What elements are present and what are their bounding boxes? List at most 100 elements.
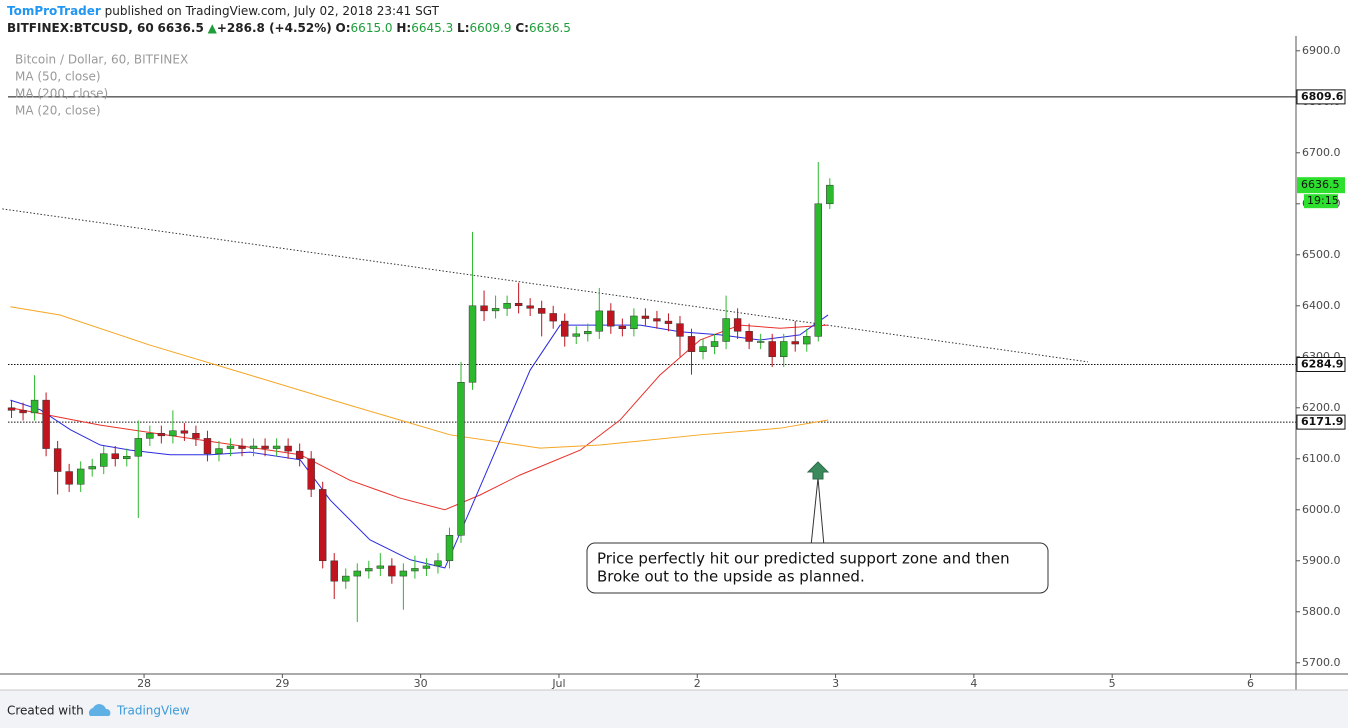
candle-body bbox=[203, 438, 212, 454]
candle-body bbox=[526, 305, 534, 309]
level-label: 6809.6 bbox=[1301, 90, 1344, 103]
candle-body bbox=[215, 448, 223, 454]
y-tick-label: 6000.0 bbox=[1302, 503, 1341, 516]
candle-body bbox=[584, 331, 592, 335]
candle-body bbox=[537, 308, 546, 314]
candle-body bbox=[561, 320, 569, 337]
candle-body bbox=[411, 568, 419, 572]
callout-pointer bbox=[810, 477, 825, 547]
annotation-line: Price perfectly hit our predicted suppor… bbox=[597, 550, 1010, 568]
header: TomProTrader published on TradingView.co… bbox=[7, 3, 571, 37]
candle-body bbox=[445, 535, 454, 562]
y-tick-label: 6500.0 bbox=[1302, 248, 1341, 261]
candle-body bbox=[434, 560, 442, 567]
candle-body bbox=[376, 565, 385, 569]
trendline bbox=[2, 208, 1089, 363]
candle-body bbox=[733, 318, 742, 332]
candle-body bbox=[295, 450, 304, 460]
candle-body bbox=[342, 575, 350, 582]
candle-body bbox=[123, 455, 131, 460]
x-tick-label: 29 bbox=[275, 677, 289, 690]
legend-ma: MA (20, close) bbox=[15, 104, 101, 118]
change: +286.8 (+4.52%) bbox=[216, 21, 332, 35]
candle-body bbox=[307, 458, 315, 490]
callout-joint bbox=[812, 544, 823, 547]
annotation-line: Broke out to the upside as planned. bbox=[597, 568, 865, 586]
x-tick-label: 28 bbox=[137, 677, 151, 690]
x-tick-label: 4 bbox=[970, 677, 977, 690]
author[interactable]: TomProTrader bbox=[7, 4, 101, 18]
candle-body bbox=[618, 325, 627, 329]
candle-body bbox=[503, 302, 511, 309]
candle-body bbox=[226, 445, 235, 449]
candle-body bbox=[676, 323, 684, 337]
candle-body bbox=[814, 203, 822, 337]
h: 6645.3 bbox=[411, 21, 454, 35]
x-tick-label: 5 bbox=[1109, 677, 1116, 690]
candle-body bbox=[699, 346, 707, 352]
candle-body bbox=[100, 453, 108, 467]
o: 6615.0 bbox=[350, 21, 393, 35]
candle-body bbox=[169, 430, 177, 437]
footer-brand[interactable]: TradingView bbox=[116, 704, 190, 718]
plot bbox=[2, 96, 1296, 622]
y-tick-label: 6900.0 bbox=[1302, 44, 1341, 57]
y-tick-label: 5900.0 bbox=[1302, 554, 1341, 567]
candle-body bbox=[653, 318, 661, 322]
y-tick-label: 6100.0 bbox=[1302, 452, 1341, 465]
l: 6609.9 bbox=[469, 21, 512, 35]
candle-body bbox=[826, 184, 834, 205]
axes: 5700.05800.05900.06000.06100.06200.06300… bbox=[137, 44, 1346, 690]
candle-body bbox=[238, 445, 246, 449]
candle-body bbox=[65, 471, 73, 485]
candle-body bbox=[88, 466, 96, 470]
candle-body bbox=[745, 331, 753, 342]
footer-created: Created with bbox=[7, 704, 84, 718]
x-tick-label: Jul bbox=[551, 677, 565, 690]
candle-body bbox=[19, 410, 27, 414]
candle-body bbox=[722, 318, 730, 342]
candle-body bbox=[42, 399, 50, 449]
legend-instrument: Bitcoin / Dollar, 60, BITFINEX bbox=[15, 53, 188, 67]
published: published on TradingView.com, July 02, 2… bbox=[104, 4, 439, 18]
countdown: 19:15 bbox=[1307, 194, 1339, 207]
candle-body bbox=[791, 341, 799, 345]
level-label-box bbox=[1296, 414, 1346, 430]
candle-body bbox=[422, 565, 431, 569]
symbol: BITFINEX:BTCUSD, 60 bbox=[7, 21, 154, 35]
candle-body bbox=[318, 489, 327, 562]
candle-body bbox=[468, 305, 477, 383]
brand-logo bbox=[88, 704, 111, 716]
candle-body bbox=[53, 448, 62, 472]
candle-body bbox=[388, 565, 396, 577]
l-label: L: bbox=[457, 21, 470, 35]
last-price-label: 6636.5 bbox=[1301, 178, 1340, 191]
candle-body bbox=[272, 445, 281, 449]
candle-body bbox=[353, 570, 361, 577]
x-tick-label: 2 bbox=[694, 677, 701, 690]
last: 6636.5 bbox=[157, 21, 204, 35]
candle-body bbox=[710, 341, 719, 347]
legend-ma: MA (50, close) bbox=[15, 70, 101, 84]
header-line: BITFINEX:BTCUSD, 60 6636.5 ▲+286.8 (+4.5… bbox=[7, 20, 571, 37]
candle-body bbox=[30, 399, 39, 414]
candle-body bbox=[249, 445, 258, 449]
y-tick-label: 5700.0 bbox=[1302, 656, 1341, 669]
arrow: ▲ bbox=[207, 21, 217, 35]
x-tick-label: 6 bbox=[1247, 677, 1254, 690]
legend-ma: MA (200, close) bbox=[15, 87, 108, 101]
candle-body bbox=[607, 310, 615, 327]
candle-body bbox=[780, 341, 788, 358]
level-label-box bbox=[1296, 89, 1346, 105]
moving-average bbox=[10, 306, 829, 449]
candle-body bbox=[514, 302, 523, 307]
candle-body bbox=[111, 453, 119, 460]
candle-body bbox=[146, 433, 154, 439]
level-label: 6171.9 bbox=[1301, 415, 1343, 428]
footer-bar bbox=[0, 690, 1348, 728]
candle-body bbox=[261, 445, 269, 449]
callout-box bbox=[586, 542, 1049, 594]
candle-body bbox=[549, 313, 557, 322]
